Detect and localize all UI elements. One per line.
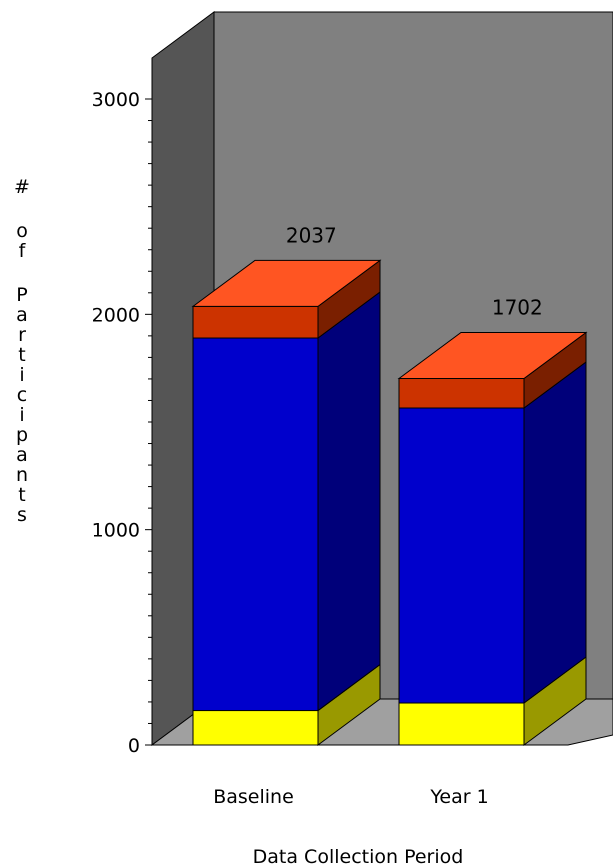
y-title-letter: s [17, 504, 27, 526]
bar-segment-side [523, 361, 587, 705]
y-title-letter: i [19, 404, 24, 426]
y-title-letter: r [18, 324, 26, 346]
category-labels: Baseline Year 1 [213, 786, 488, 808]
bar-segment-front [192, 305, 319, 339]
y-title-letter: o [16, 220, 28, 242]
category-label: Year 1 [429, 786, 488, 808]
bar-segment-side [317, 291, 381, 712]
y-title-letter: c [17, 384, 27, 406]
bar-top-face [397, 332, 588, 380]
total-label: 1702 [492, 296, 543, 320]
y-title-letter: a [16, 444, 28, 466]
y-title-letter: i [19, 364, 24, 386]
y-title-letter: a [16, 304, 28, 326]
total-label: 2037 [286, 223, 337, 247]
y-title-letter: t [18, 344, 25, 366]
y-tick-label: 0 [128, 735, 140, 757]
bar-top-face [191, 259, 382, 307]
category-label: Baseline [213, 786, 294, 808]
y-tick-label: 2000 [92, 304, 140, 326]
y-title-letter: p [16, 424, 28, 446]
bar-stack [397, 331, 588, 746]
y-title-letter: n [16, 464, 28, 486]
bars [191, 259, 588, 746]
bar-segment-front [192, 337, 319, 712]
y-tick-label: 3000 [92, 89, 140, 111]
y-tick-label: 1000 [92, 520, 140, 542]
bar-stack [191, 259, 382, 746]
y-axis: 0 1000 2000 3000 [92, 58, 153, 757]
total-labels: 2037 1702 [286, 223, 543, 319]
y-title-letter: t [18, 484, 25, 506]
bar-segment-front [398, 378, 525, 409]
bar-segment-front [398, 407, 525, 704]
y-title-letter: P [16, 284, 27, 306]
bar-segment-front [398, 702, 525, 746]
bar-segment-front [192, 710, 319, 746]
x-axis-title: Data Collection Period [253, 846, 464, 868]
y-title-letter: # [14, 176, 30, 198]
y-title-letter: f [19, 240, 27, 262]
